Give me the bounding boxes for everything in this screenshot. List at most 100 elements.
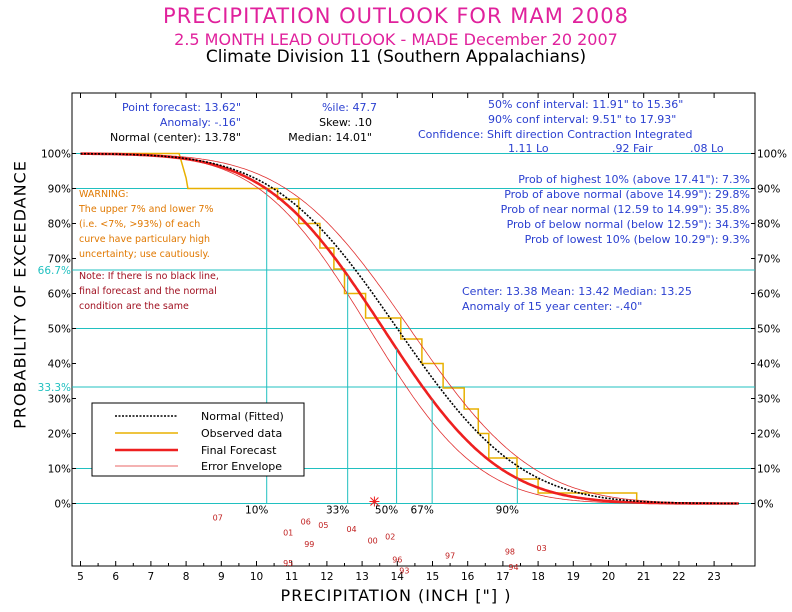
plot-frame — [71, 92, 756, 567]
warning-text: WARNING: The upper 7% and lower 7% (i.e.… — [79, 187, 214, 262]
point-forecast-marker — [369, 496, 380, 507]
legend-label-normal: Normal (Fitted) — [201, 410, 284, 423]
legend-label-observed: Observed data — [201, 427, 282, 440]
y-tick-label-right: 40% — [757, 359, 780, 371]
year-label: 93 — [399, 567, 409, 576]
quantile-label: 90% — [496, 505, 519, 517]
y-tick-label-right: 100% — [757, 149, 787, 161]
year-label: 94 — [508, 563, 518, 572]
y-extra-label: 66.7% — [38, 265, 71, 277]
year-label: 00 — [368, 536, 378, 545]
y-tick-label-left: 0% — [54, 499, 71, 511]
year-label: 01 — [283, 529, 293, 538]
legend-label-envelope: Error Envelope — [201, 460, 282, 473]
x-tick-label: 22 — [672, 571, 685, 583]
x-tick-label: 18 — [531, 571, 544, 583]
y-extra-label: 33.3% — [38, 382, 71, 394]
year-labels: 07 06 05 04 01 02 00 99 03 98 97 96 95 94 93 — [213, 514, 547, 576]
year-label: 95 — [283, 559, 293, 568]
warning-line: curve have particulary high — [79, 234, 211, 245]
y-tick-label-left: 30% — [48, 394, 71, 406]
prob-highest-10: Prob of highest 10% (above 17.41"): 7.3% — [518, 173, 750, 186]
error-envelope-upper — [80, 153, 739, 504]
x-tick-label: 19 — [567, 571, 580, 583]
anomaly: Anomaly: -.16" — [159, 116, 241, 129]
year-label: 04 — [346, 525, 356, 534]
median: Median: 14.01" — [288, 131, 372, 144]
y-tick-label-right: 50% — [757, 324, 780, 336]
year-label: 07 — [213, 514, 223, 523]
x-tick-label: 7 — [148, 571, 155, 583]
x-tick-label: 10 — [250, 571, 263, 583]
year-label: 02 — [385, 533, 395, 542]
curves — [80, 152, 739, 505]
observed-series — [80, 152, 638, 504]
quantile-label: 10% — [245, 505, 268, 517]
x-tick-label: 13 — [355, 571, 368, 583]
y-tick-label-left: 20% — [48, 429, 71, 441]
x-tick-label: 12 — [320, 571, 333, 583]
x-tick-label: 11 — [285, 571, 298, 583]
x-tick-label: 21 — [637, 571, 650, 583]
conf-50: 50% conf interval: 11.91" to 15.36" — [488, 98, 684, 111]
prob-lowest-10: Prob of lowest 10% (below 10.29"): 9.3% — [524, 233, 750, 246]
page-title: PRECIPITATION OUTLOOK FOR MAM 2008 — [163, 4, 629, 28]
y-tick-label-left: 100% — [41, 149, 71, 161]
quantile-label: 50% — [375, 505, 398, 517]
x-axis-label: PRECIPITATION (INCH ["] ) — [280, 586, 512, 605]
x-tick-label: 9 — [218, 571, 225, 583]
center-mean-median: Center: 13.38 Mean: 13.42 Median: 13.25 — [462, 285, 692, 298]
prob-above-normal: Prob of above normal (above 14.99"): 29.… — [504, 188, 750, 201]
x-tick-label: 5 — [77, 571, 84, 583]
note-line: condition are the same — [79, 301, 189, 312]
y-tick-label-right: 70% — [757, 254, 780, 266]
skew: Skew: .10 — [319, 116, 372, 129]
y-tick-label-left: 10% — [48, 464, 71, 476]
y-tick-label-left: 90% — [48, 184, 71, 196]
shift-direction: 1.11 Lo — [508, 142, 549, 155]
y-tick-label-right: 10% — [757, 464, 780, 476]
y-tick-label-left: 50% — [48, 324, 71, 336]
quantile-label: 67% — [410, 505, 433, 517]
normal-fitted-series — [80, 152, 739, 505]
prob-below-normal: Prob of below normal (below 12.59"): 34.… — [506, 218, 750, 231]
x-tick-label: 8 — [183, 571, 190, 583]
center-anomaly: Anomaly of 15 year center: -.40" — [462, 300, 643, 313]
axis-ticks: 0% 10% 20% 30% 40% 50% 60% 70% 80% 90% 100% 0% 10% 20… — [38, 93, 787, 583]
y-tick-label-left: 40% — [48, 359, 71, 371]
y-tick-label-right: 30% — [757, 394, 780, 406]
legend-box — [91, 402, 305, 477]
note-line: final forecast and the normal — [79, 286, 217, 297]
x-tick-label: 15 — [426, 571, 439, 583]
warning-line: uncertainty; use cautiously. — [79, 249, 210, 260]
year-label: 96 — [392, 555, 402, 564]
y-tick-label-left: 60% — [48, 289, 71, 301]
y-tick-label-right: 20% — [757, 429, 780, 441]
warning-line: The upper 7% and lower 7% — [79, 204, 214, 215]
year-label: 99 — [304, 540, 314, 549]
quantile-label: 33% — [326, 505, 349, 517]
integrated: .08 Lo — [690, 142, 724, 155]
legend: Normal (Fitted) Observed data Final Fore… — [91, 402, 305, 477]
conf-90: 90% conf interval: 9.51" to 17.93" — [488, 113, 677, 126]
x-tick-label: 20 — [602, 571, 615, 583]
year-label: 97 — [445, 552, 455, 561]
y-tick-label-left: 70% — [48, 254, 71, 266]
legend-label-forecast: Final Forecast — [201, 444, 277, 457]
year-label: 06 — [301, 517, 311, 526]
subtitle: 2.5 MONTH LEAD OUTLOOK - MADE December 2… — [174, 30, 618, 49]
x-tick-label: 17 — [496, 571, 509, 583]
note-line: Note: If there is no black line, — [79, 271, 219, 282]
year-label: 05 — [318, 521, 328, 530]
prob-near-normal: Prob of near normal (12.59 to 14.99"): 3… — [500, 203, 750, 216]
y-tick-label-right: 90% — [757, 184, 780, 196]
division-title: Climate Division 11 (Southern Appalachia… — [205, 47, 587, 67]
warning-line: (i.e. <7%, >93%) of each — [79, 219, 201, 230]
y-tick-label-left: 80% — [48, 219, 71, 231]
y-tick-label-right: 80% — [757, 219, 780, 231]
warning-line: WARNING: — [79, 189, 129, 200]
year-label: 03 — [537, 544, 547, 553]
contraction: .92 Fair — [612, 142, 653, 155]
point-forecast: Point forecast: 13.62" — [121, 101, 241, 114]
